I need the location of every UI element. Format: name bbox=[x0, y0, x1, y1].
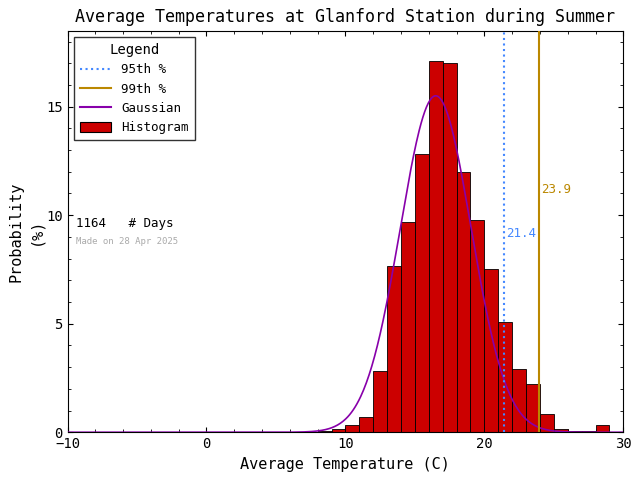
Bar bbox=[387, 266, 401, 432]
Title: Average Temperatures at Glanford Station during Summer: Average Temperatures at Glanford Station… bbox=[76, 8, 616, 26]
Bar bbox=[526, 384, 540, 432]
Bar bbox=[484, 269, 499, 432]
Bar bbox=[456, 172, 470, 432]
Bar bbox=[470, 219, 484, 432]
Bar bbox=[512, 369, 526, 432]
Y-axis label: Probability
(%): Probability (%) bbox=[8, 181, 43, 282]
Bar bbox=[332, 429, 346, 432]
Text: 23.9: 23.9 bbox=[541, 183, 572, 196]
Text: 21.4: 21.4 bbox=[506, 227, 536, 240]
Bar bbox=[499, 322, 512, 432]
Bar bbox=[443, 63, 456, 432]
Bar bbox=[568, 431, 582, 432]
Bar bbox=[401, 222, 415, 432]
Text: 1164   # Days: 1164 # Days bbox=[76, 217, 173, 230]
Bar bbox=[373, 371, 387, 432]
Bar bbox=[359, 418, 373, 432]
Bar bbox=[317, 431, 332, 432]
Bar bbox=[540, 414, 554, 432]
Legend: 95th %, 99th %, Gaussian, Histogram: 95th %, 99th %, Gaussian, Histogram bbox=[74, 37, 195, 141]
Bar bbox=[429, 61, 443, 432]
X-axis label: Average Temperature (C): Average Temperature (C) bbox=[241, 456, 451, 472]
Bar bbox=[415, 155, 429, 432]
Text: Made on 28 Apr 2025: Made on 28 Apr 2025 bbox=[76, 238, 178, 247]
Bar bbox=[582, 431, 595, 432]
Bar bbox=[595, 425, 609, 432]
Bar bbox=[554, 429, 568, 432]
Bar bbox=[346, 425, 359, 432]
